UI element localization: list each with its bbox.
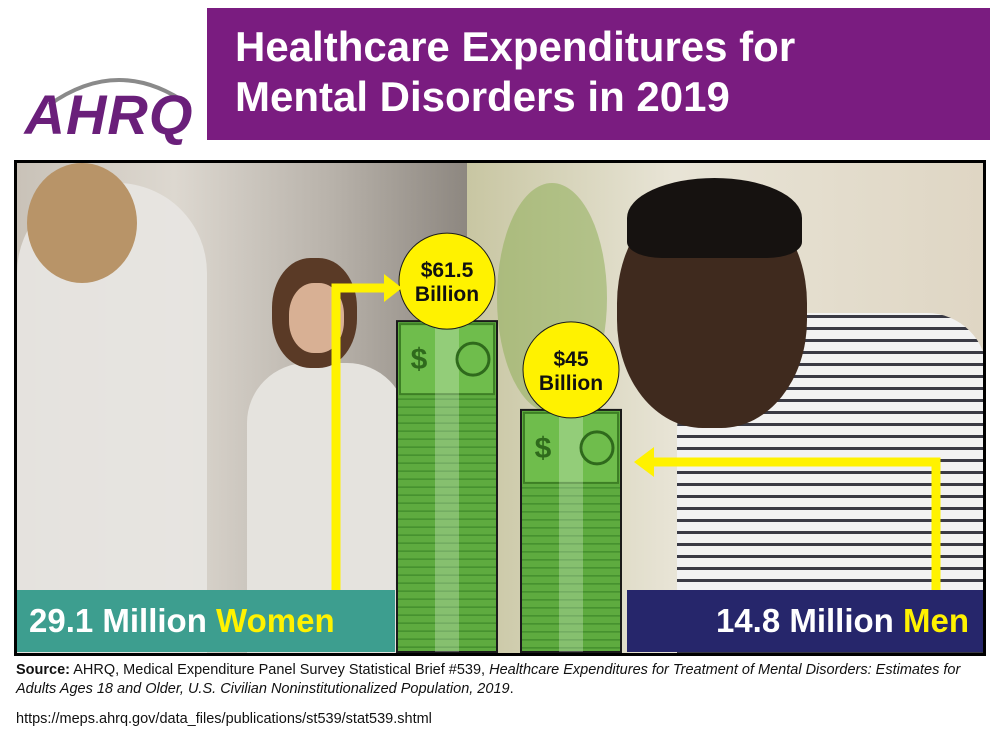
men-population-label: 14.8 Million Men	[627, 590, 983, 652]
arrow-women	[331, 283, 386, 590]
bar-women-bill	[399, 323, 495, 396]
bar-women-dollar-icon: $	[411, 343, 428, 376]
men-number: 14.8 Million	[715, 602, 894, 639]
source-title: Healthcare Expenditures for Treatment of…	[16, 662, 961, 697]
arrow-men	[652, 457, 941, 590]
bubble-men-amount: $45	[553, 348, 588, 371]
title-line-2: Mental Disorders in 2019	[235, 73, 730, 120]
title-banner: Healthcare Expenditures for Mental Disor…	[207, 8, 990, 140]
figure-therapist-head	[27, 163, 137, 283]
figure-man-hair	[627, 178, 802, 258]
bar-women-highlight	[435, 321, 459, 652]
arrow-men-head	[634, 447, 654, 477]
women-number: 29.1 Million	[29, 602, 207, 639]
logo-text: AHRQ	[24, 83, 194, 146]
bubble-men	[522, 321, 620, 419]
bar-women-seal-icon	[455, 341, 491, 377]
ahrq-logo: AHRQ	[14, 60, 204, 150]
bar-men-highlight	[559, 409, 583, 652]
source-prefix: Source:	[16, 662, 70, 678]
bubble-men-unit: Billion	[539, 372, 603, 395]
arrow-women-head	[384, 274, 402, 302]
photo-women-therapy	[17, 163, 467, 653]
photo-man-thinking	[467, 163, 983, 653]
source-url: https://meps.ahrq.gov/data_files/publica…	[16, 711, 432, 727]
source-citation: Source: AHRQ, Medical Expenditure Panel …	[16, 661, 986, 699]
women-population-label: 29.1 Million Women	[17, 590, 395, 652]
logo-arc-icon	[47, 78, 191, 107]
source-text: AHRQ, Medical Expenditure Panel Survey S…	[73, 662, 486, 678]
title-line-1: Healthcare Expenditures for	[235, 23, 796, 70]
bubble-women-unit: Billion	[415, 283, 479, 306]
bar-men-seal-icon	[579, 430, 615, 466]
women-word: Women	[216, 602, 335, 639]
page-title: Healthcare Expenditures for Mental Disor…	[235, 22, 970, 122]
bar-men-dollar-icon: $	[535, 432, 552, 465]
source-suffix: .	[509, 681, 514, 697]
bubble-women	[398, 232, 496, 330]
photo-frame	[14, 160, 986, 656]
bubble-women-amount: $61.5	[421, 259, 474, 282]
men-word: Men	[903, 602, 969, 639]
